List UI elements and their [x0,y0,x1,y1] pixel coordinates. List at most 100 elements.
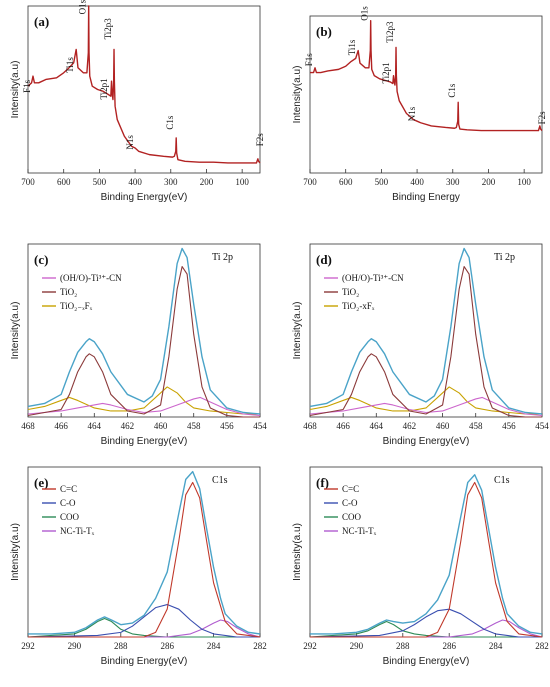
series-line-3 [27,604,260,638]
x-tick-label: 500 [375,177,389,187]
x-tick-label: 468 [303,421,317,431]
x-axis-title: Binding Energy(eV) [101,192,188,203]
chart-panel-a: 700 600 500 400 300 200 100 Binding Energy(eV) I… [10,0,265,203]
x-tick-label: 290 [68,641,82,651]
series-line-2 [309,396,543,417]
x-tick-label: 458 [187,421,201,431]
panel-label: (e) [34,475,48,490]
plot-frame [309,15,543,174]
x-tick-label: 466 [336,421,350,431]
x-tick-label: 460 [436,421,450,431]
series-line-4 [27,247,261,415]
x-tick-label: 454 [535,421,549,431]
legend-label: COO [60,512,80,522]
series-line-2 [28,619,261,638]
series-line-1 [27,5,261,164]
panel-label: (f) [316,475,329,490]
y-axis-title: Intensity(a.u) [10,302,21,360]
chart-panel-b: 700 600 500 400 300 200 100 Binding Energy Inten… [292,6,547,203]
x-tick-label: 456 [220,421,234,431]
series-line-3 [27,266,260,418]
legend-label: (OH/O)-Ti³⁺-CN [342,273,404,283]
peak-label: F2s [537,111,547,125]
x-tick-label: 200 [200,177,214,187]
chart-panel-e: 292 290 288 286 284 282 Binding Energy(eV) Inte… [10,466,267,667]
panel-label: (a) [34,14,49,29]
series-line-4 [310,481,543,638]
series-line-4 [28,481,261,638]
peak-label: N1s [407,106,417,121]
x-tick-label: 292 [303,641,317,651]
panel-title: Ti 2p [494,252,515,263]
legend-label: TiO₂ [60,287,77,297]
legend-label: TiO₂ [342,287,359,297]
x-tick-label: 282 [535,641,549,651]
x-tick-label: 200 [482,177,496,187]
legend-label: C-O [342,498,358,508]
y-axis-title: Intensity(a.u) [292,66,303,124]
x-tick-label: 282 [253,641,267,651]
y-axis-title: Intensity(a.u) [292,302,303,360]
x-tick-label: 284 [489,641,503,651]
chart-panel-f: 292 290 288 286 284 282 Binding Energy(eV) Inte… [292,466,549,667]
x-tick-label: 454 [253,421,267,431]
x-tick-label: 466 [54,421,68,431]
y-axis-title: Intensity(a.u) [10,523,21,581]
x-tick-label: 292 [21,641,35,651]
legend-label: NC-Ti-Tₓ [342,526,377,536]
legend-label: C-O [60,498,76,508]
peak-label: C1s [165,115,175,130]
series-line-2 [27,396,261,417]
legend-label: TiO₂-xFₓ [342,301,375,311]
x-tick-label: 462 [121,421,135,431]
x-tick-label: 100 [235,177,249,187]
legend-label: (OH/O)-Ti³⁺-CN [60,273,122,283]
series-line-4 [309,247,543,415]
legend-label: COO [342,512,362,522]
peak-label: O1s [78,0,88,14]
x-tick-label: 284 [207,641,221,651]
x-tick-label: 460 [154,421,168,431]
x-tick-label: 700 [21,177,35,187]
chart-panel-d: 468 466 464 462 460 458 456 454 Binding Energy(e… [292,243,549,447]
x-tick-label: 600 [57,177,71,187]
peak-label: Ti2p3 [103,18,113,40]
peak-label: Ti1s [65,57,75,73]
x-tick-label: 464 [88,421,102,431]
peak-label: F1s [304,53,314,67]
x-tick-label: 100 [517,177,531,187]
peak-label: C1s [447,83,457,98]
peak-label: Ti2p3 [385,21,395,43]
panel-label: (b) [316,24,332,39]
plot-frame [309,243,543,418]
peak-label: N1s [125,135,135,150]
panel-label: (c) [34,252,48,267]
x-tick-label: 400 [128,177,142,187]
x-tick-label: 290 [350,641,364,651]
x-tick-label: 500 [93,177,107,187]
y-axis-title: Intensity(a.u) [292,523,303,581]
series-line-5 [310,474,543,635]
peak-label: Ti2p1 [99,78,109,99]
panel-title: C1s [494,475,510,486]
series-line-1 [310,20,543,132]
series-line-1 [27,617,260,638]
legend-label: C=C [60,484,77,494]
peak-label: Ti1s [347,39,357,55]
plot-frame [27,243,261,418]
x-tick-label: 400 [410,177,424,187]
series-line-5 [28,470,261,635]
series-line-1 [309,621,542,638]
x-tick-label: 464 [370,421,384,431]
x-axis-title: Binding Energy(eV) [101,436,188,447]
x-tick-label: 286 [160,641,174,651]
x-tick-label: 458 [469,421,483,431]
chart-panel-c: 468 466 464 462 460 458 456 454 Binding Energy(e… [10,243,267,447]
x-tick-label: 468 [21,421,35,431]
series-line-3 [309,266,542,418]
legend-label: TiO₂₋ₓFₓ [60,301,93,311]
x-tick-label: 288 [396,641,410,651]
x-tick-label: 288 [114,641,128,651]
y-axis-title: Intensity(a.u) [10,61,21,119]
x-axis-title: Binding Energy [392,192,460,203]
